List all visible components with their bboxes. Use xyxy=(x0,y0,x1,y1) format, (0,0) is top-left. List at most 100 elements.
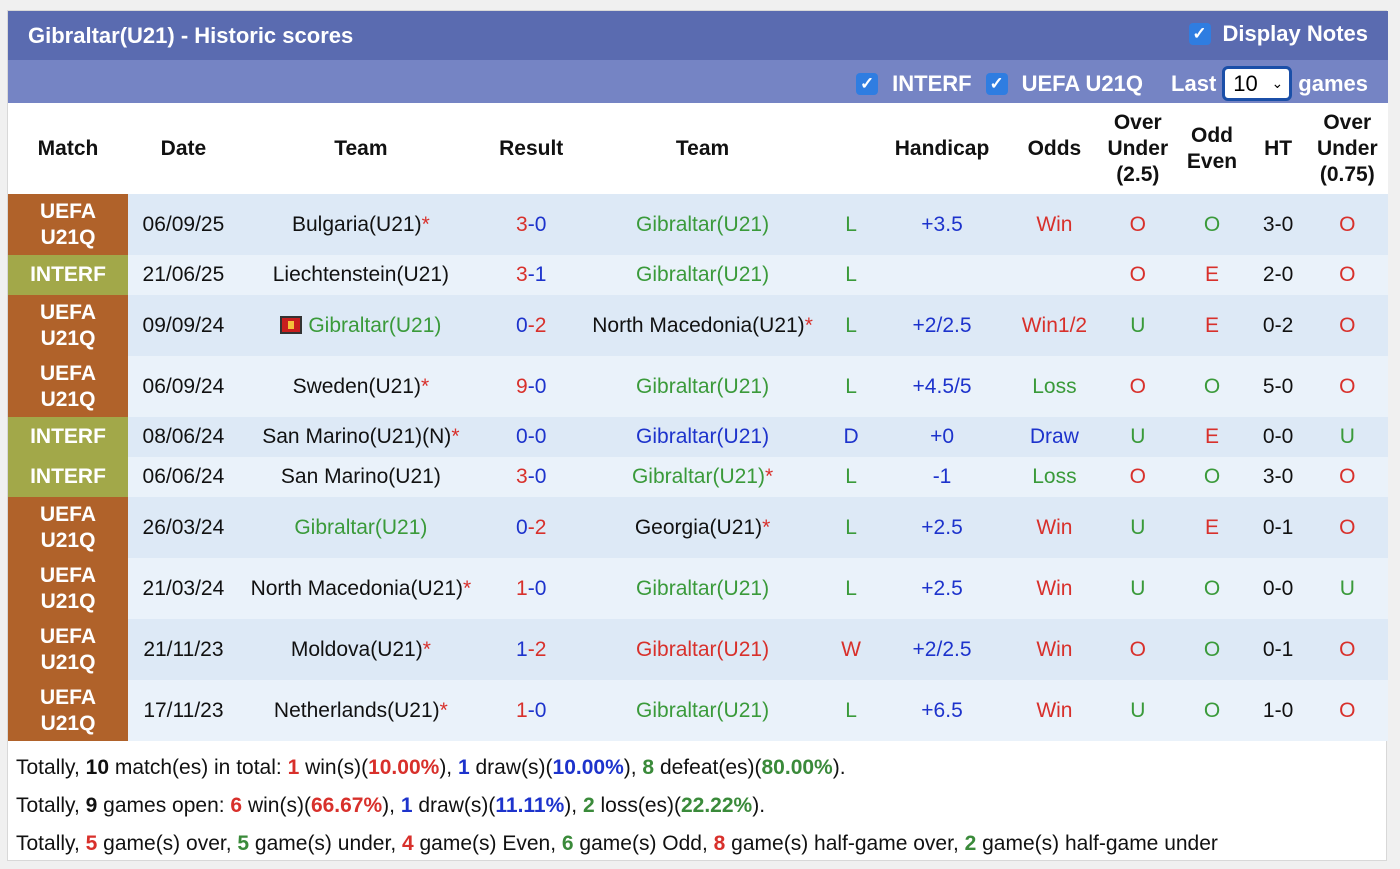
home-team[interactable]: Gibraltar(U21) xyxy=(294,515,428,539)
away-team-cell[interactable]: Gibraltar(U21) xyxy=(579,194,826,255)
table-row[interactable]: UEFA U21Q 06/09/24 Sweden(U21)* 9-0 Gibralta… xyxy=(8,356,1388,417)
table-row[interactable]: UEFA U21Q 09/09/24 Gibraltar(U21) 0-2 North … xyxy=(8,295,1388,356)
away-team[interactable]: Gibraltar(U21) xyxy=(636,425,770,448)
last-games-select[interactable]: 10 ⌄ xyxy=(1222,66,1293,101)
match-date: 09/09/24 xyxy=(128,295,239,356)
result-cell[interactable]: 1-2 xyxy=(482,619,580,680)
odds-result: Win1/2 xyxy=(1007,295,1102,356)
result-cell[interactable]: 0-0 xyxy=(482,417,580,457)
away-team-cell[interactable]: Georgia(U21)* xyxy=(579,497,826,558)
table-row[interactable]: INTERF 06/06/24 San Marino(U21) 3-0 Gibralta… xyxy=(8,457,1388,497)
table-row[interactable]: UEFA U21Q 26/03/24 Gibraltar(U21) 0-2 Georgi… xyxy=(8,497,1388,558)
away-team[interactable]: North Macedonia(U21) xyxy=(592,313,805,337)
away-team[interactable]: Gibraltar(U21) xyxy=(636,374,770,398)
home-team-cell[interactable]: San Marino(U21) xyxy=(238,457,483,497)
home-team-cell[interactable]: San Marino(U21)(N)* xyxy=(238,417,483,457)
result-cell[interactable]: 3-1 xyxy=(482,255,580,295)
match-type[interactable]: UEFA U21Q xyxy=(8,295,128,356)
home-team[interactable]: San Marino(U21) xyxy=(280,465,441,488)
result-cell[interactable]: 3-0 xyxy=(482,194,580,255)
col-over-under-25: Over Under (2.5) xyxy=(1101,103,1175,194)
away-team[interactable]: Gibraltar(U21) xyxy=(636,263,770,286)
result-cell[interactable]: 1-0 xyxy=(482,680,580,741)
home-team[interactable]: North Macedonia(U21) xyxy=(250,576,463,600)
home-team-cell[interactable]: Gibraltar(U21) xyxy=(238,497,483,558)
table-row[interactable]: UEFA U21Q 17/11/23 Netherlands(U21)* 1-0 Gib… xyxy=(8,680,1388,741)
over-under-075: O xyxy=(1306,497,1388,558)
home-team-cell[interactable]: Bulgaria(U21)* xyxy=(238,194,483,255)
home-team[interactable]: Bulgaria(U21) xyxy=(292,212,422,236)
home-team-cell[interactable]: Moldova(U21)* xyxy=(238,619,483,680)
over-under-25: U xyxy=(1101,295,1175,356)
result-cell[interactable]: 1-0 xyxy=(482,558,580,619)
away-team[interactable]: Gibraltar(U21) xyxy=(631,465,765,488)
away-team-cell[interactable]: Gibraltar(U21)* xyxy=(579,457,826,497)
draw-pct: 10.00% xyxy=(552,756,624,779)
away-team-cell[interactable]: Gibraltar(U21) xyxy=(579,680,826,741)
match-type[interactable]: UEFA U21Q xyxy=(8,558,128,619)
match-type[interactable]: UEFA U21Q xyxy=(8,356,128,417)
odds-result xyxy=(1007,255,1102,295)
match-type[interactable]: UEFA U21Q xyxy=(8,194,128,255)
home-team[interactable]: San Marino(U21)(N) xyxy=(262,425,452,448)
summary-line-open: Totally, 9 games open: 6 win(s)(66.67%),… xyxy=(16,787,1218,825)
away-team[interactable]: Gibraltar(U21) xyxy=(636,576,770,600)
score-sep: - xyxy=(527,212,535,236)
away-team[interactable]: Gibraltar(U21) xyxy=(636,698,770,722)
uefa-checkbox[interactable]: ✓ xyxy=(985,72,1008,95)
last-label: Last xyxy=(1171,70,1217,96)
home-star: * xyxy=(439,698,448,722)
home-team[interactable]: Gibraltar(U21) xyxy=(308,313,442,337)
handicap: -1 xyxy=(876,457,1008,497)
display-notes-checkbox[interactable]: ✓ xyxy=(1188,23,1211,45)
home-team-cell[interactable]: North Macedonia(U21)* xyxy=(238,558,483,619)
interf-checkbox[interactable]: ✓ xyxy=(856,72,879,95)
away-team[interactable]: Gibraltar(U21) xyxy=(636,637,770,661)
half-time-score: 3-0 xyxy=(1249,194,1307,255)
table-row[interactable]: INTERF 21/06/25 Liechtenstein(U21) 3-1 Gibra… xyxy=(8,255,1388,295)
odd-even: O xyxy=(1174,356,1250,417)
uefa-label: UEFA U21Q xyxy=(1021,70,1144,96)
result-cell[interactable]: 0-2 xyxy=(482,497,580,558)
away-team[interactable]: Georgia(U21) xyxy=(634,515,763,539)
defeat-pct: 80.00% xyxy=(761,756,833,779)
away-team-cell[interactable]: Gibraltar(U21) xyxy=(579,558,826,619)
summary-text: game(s) Even, xyxy=(413,832,562,855)
away-team-cell[interactable]: Gibraltar(U21) xyxy=(579,255,826,295)
match-type[interactable]: INTERF xyxy=(8,255,128,295)
away-team-cell[interactable]: North Macedonia(U21)* xyxy=(579,295,826,356)
score-home: 0 xyxy=(516,425,528,448)
score-sep: - xyxy=(527,425,535,448)
result-cell[interactable]: 9-0 xyxy=(482,356,580,417)
home-team[interactable]: Sweden(U21) xyxy=(292,374,421,398)
over-under-075: U xyxy=(1306,417,1388,457)
result-cell[interactable]: 0-2 xyxy=(482,295,580,356)
score-away: 0 xyxy=(534,374,547,398)
table-row[interactable]: INTERF 08/06/24 San Marino(U21)(N)* 0-0 Gibr… xyxy=(8,417,1388,457)
home-team[interactable]: Liechtenstein(U21) xyxy=(272,263,449,286)
table-row[interactable]: UEFA U21Q 21/11/23 Moldova(U21)* 1-2 Gibralt… xyxy=(8,619,1388,680)
away-team-cell[interactable]: Gibraltar(U21) xyxy=(579,356,826,417)
home-team-cell[interactable]: Sweden(U21)* xyxy=(238,356,483,417)
match-type[interactable]: UEFA U21Q xyxy=(8,497,128,558)
match-type[interactable]: UEFA U21Q xyxy=(8,680,128,741)
display-notes-toggle[interactable]: ✓ Display Notes xyxy=(1188,21,1368,47)
result-cell[interactable]: 3-0 xyxy=(482,457,580,497)
open-draw-pct: 11.11% xyxy=(495,794,565,817)
home-team-cell[interactable]: Gibraltar(U21) xyxy=(238,295,483,356)
home-team-cell[interactable]: Netherlands(U21)* xyxy=(238,680,483,741)
away-team[interactable]: Gibraltar(U21) xyxy=(636,212,770,236)
away-team-cell[interactable]: Gibraltar(U21) xyxy=(579,417,826,457)
home-team[interactable]: Netherlands(U21) xyxy=(273,698,440,722)
table-row[interactable]: UEFA U21Q 21/03/24 North Macedonia(U21)* 1-… xyxy=(8,558,1388,619)
match-type[interactable]: INTERF xyxy=(8,417,128,457)
score-away: 0 xyxy=(534,212,547,236)
home-team-cell[interactable]: Liechtenstein(U21) xyxy=(238,255,483,295)
away-team-cell[interactable]: Gibraltar(U21) xyxy=(579,619,826,680)
summary-text: Totally, xyxy=(16,794,86,817)
match-type[interactable]: INTERF xyxy=(8,457,128,497)
match-type[interactable]: UEFA U21Q xyxy=(8,619,128,680)
summary-text: game(s) Odd, xyxy=(573,832,714,855)
table-row[interactable]: UEFA U21Q 06/09/25 Bulgaria(U21)* 3-0 Gibral… xyxy=(8,194,1388,255)
home-team[interactable]: Moldova(U21) xyxy=(290,637,423,661)
